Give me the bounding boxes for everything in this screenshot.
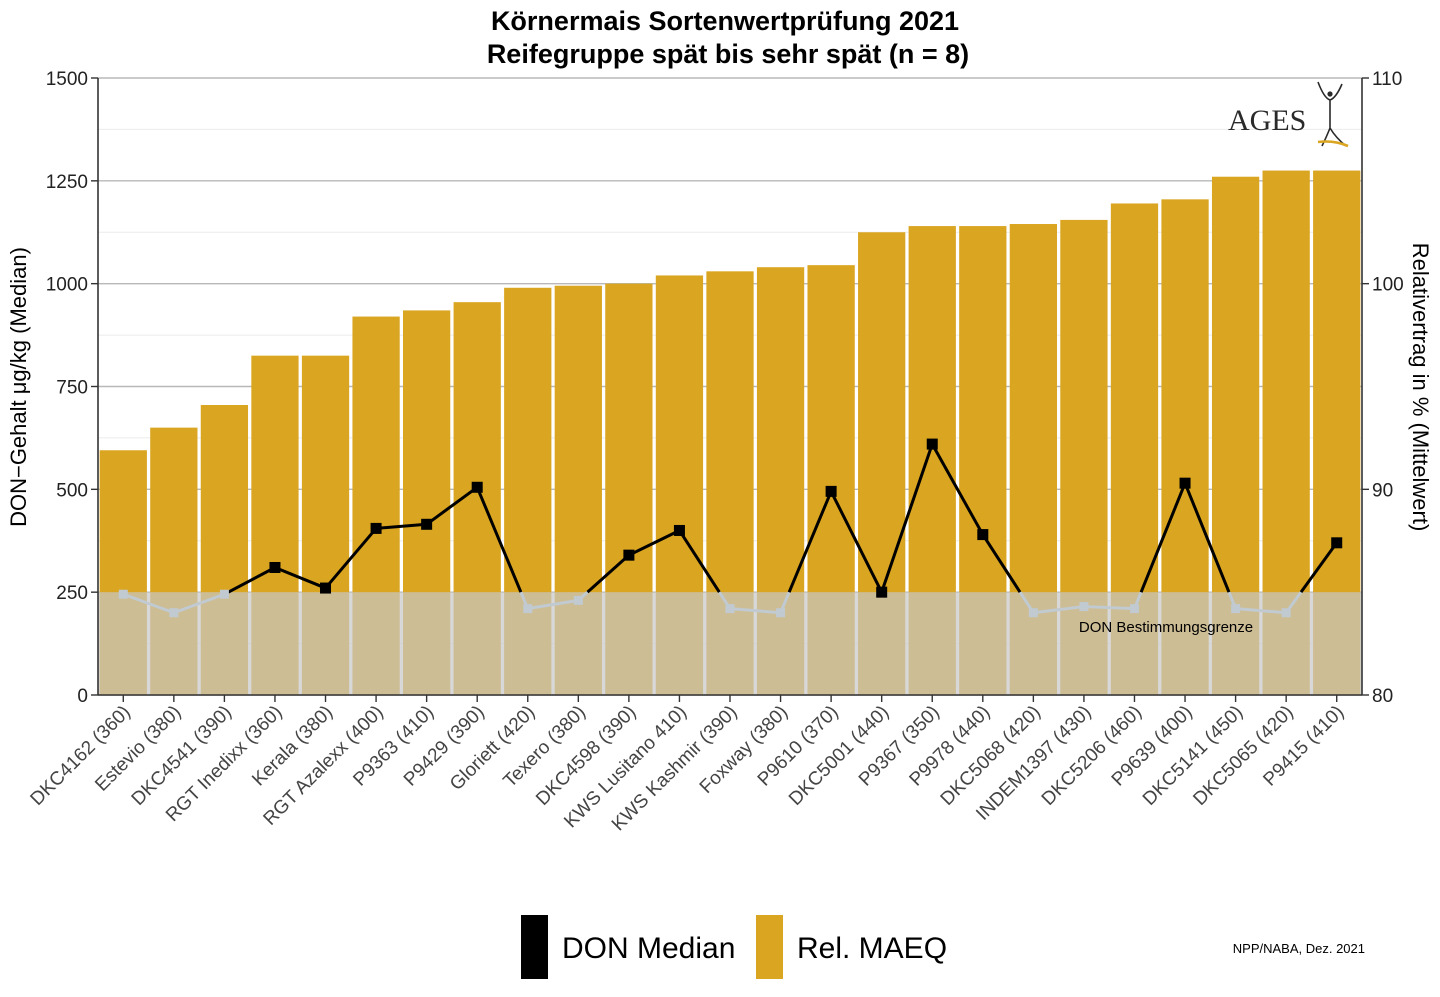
y-axis-right-title: Relativertrag in % (Mittelwert) [1408, 243, 1433, 532]
line-segment [1083, 605, 1135, 611]
line-segment [1183, 482, 1231, 593]
logo-head-icon [1327, 91, 1333, 97]
x-axis-ticks: DKC4162 (360)Estevio (380)DKC4541 (390)R… [27, 695, 1348, 835]
legend-label-rel-maeq: Rel. MAEQ [797, 932, 947, 965]
line-segment [628, 529, 681, 557]
credit-note: NPP/NABA, Dez. 2021 [1233, 941, 1365, 956]
y-right-tick-label: 80 [1372, 686, 1393, 707]
line-segment [1299, 541, 1338, 594]
y-right-tick-label: 110 [1372, 69, 1402, 90]
line-segment [324, 527, 378, 590]
don-point-19 [1028, 608, 1038, 618]
legend-key-don-median [521, 915, 548, 979]
don-point-6 [370, 522, 382, 534]
line-segment [1139, 482, 1187, 593]
line-segment [981, 533, 1022, 593]
legend-label-don-median: DON Median [562, 932, 735, 965]
logo-swoosh-icon [1317, 140, 1349, 148]
x-tick-label: Foxway (380) [696, 702, 792, 798]
don-point-20 [1079, 602, 1089, 612]
y-left-tick-label: 500 [56, 480, 88, 501]
y-left-tick-label: 1000 [46, 275, 88, 296]
line-segment [274, 566, 327, 590]
don-point-17 [926, 438, 938, 450]
don-point-5 [320, 582, 332, 594]
don-point-9 [523, 604, 533, 614]
y-right-tick-label: 100 [1372, 275, 1404, 296]
line-segment [1235, 607, 1287, 615]
line-segment [787, 490, 833, 593]
detection-limit-label: DON Bestimmungsgrenze [1079, 619, 1253, 636]
line-segment [880, 443, 934, 593]
don-point-7 [421, 518, 433, 530]
y-axis-right-ticks: 80 90 100 110 [1362, 69, 1404, 707]
line-segment [173, 592, 225, 615]
legend: DON Median Rel. MAEQ [521, 915, 947, 979]
line-segment [678, 529, 721, 593]
chart-title-line2: Reifegruppe spät bis sehr spät (n = 8) [487, 39, 969, 69]
line-segment [122, 592, 175, 615]
line-segment [586, 554, 630, 594]
don-point-24 [1281, 608, 1291, 618]
y-axis-left-title: DON−Gehalt μg/kg (Median) [6, 247, 31, 527]
don-point-16 [876, 586, 888, 598]
don-point-22 [1179, 477, 1191, 489]
y-left-tick-label: 0 [77, 686, 88, 707]
don-point-13 [725, 604, 735, 614]
line-segment [527, 598, 579, 611]
line-segment [425, 486, 479, 526]
y-axis-left-ticks: 0 250 500 750 1000 1250 1500 [46, 69, 98, 707]
don-point-8 [471, 481, 483, 493]
line-segment [930, 443, 985, 536]
don-point-4 [269, 561, 281, 573]
don-point-14 [776, 608, 786, 618]
y-right-tick-label: 90 [1372, 480, 1393, 501]
line-segment [829, 490, 884, 593]
y-left-tick-label: 1500 [46, 69, 88, 90]
don-point-21 [1129, 604, 1139, 614]
don-point-11 [623, 549, 635, 561]
legend-key-rel-maeq [756, 915, 783, 979]
don-point-1 [118, 589, 128, 599]
don-point-10 [573, 595, 583, 605]
y-left-tick-label: 750 [56, 378, 88, 399]
don-point-18 [977, 529, 989, 541]
line-segment [375, 522, 427, 530]
don-median-line [118, 438, 1343, 618]
y-left-tick-label: 250 [56, 583, 88, 604]
don-point-12 [673, 524, 685, 536]
line-segment [475, 486, 523, 593]
don-point-25 [1331, 537, 1343, 549]
logo-text: AGES [1228, 104, 1306, 137]
y-left-tick-label: 1250 [46, 172, 88, 193]
don-point-2 [169, 608, 179, 618]
line-segment [227, 566, 276, 594]
don-point-3 [219, 589, 229, 599]
line-segment [1033, 605, 1085, 615]
don-point-23 [1231, 604, 1241, 614]
chart-title-line1: Körnermais Sortenwertprüfung 2021 [491, 6, 959, 36]
ages-logo: AGES [1228, 81, 1349, 148]
don-point-15 [825, 485, 837, 497]
line-segment [729, 607, 781, 615]
